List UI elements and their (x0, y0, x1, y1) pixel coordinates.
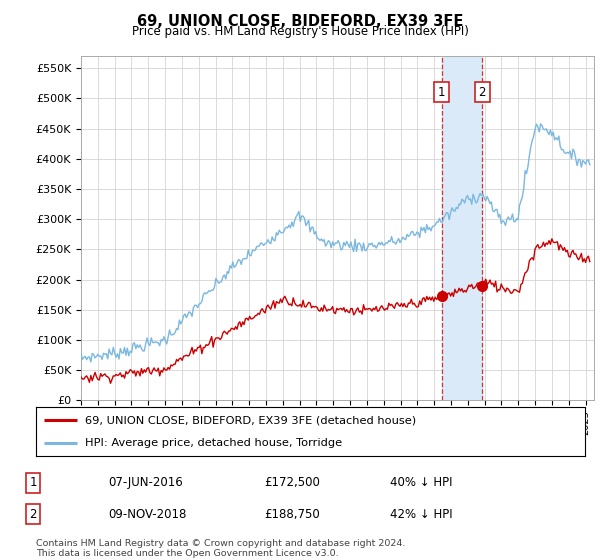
Text: 07-JUN-2016: 07-JUN-2016 (108, 476, 183, 489)
Text: HPI: Average price, detached house, Torridge: HPI: Average price, detached house, Torr… (85, 438, 343, 448)
Text: 09-NOV-2018: 09-NOV-2018 (108, 507, 187, 521)
Text: 1: 1 (29, 476, 37, 489)
Text: Contains HM Land Registry data © Crown copyright and database right 2024.
This d: Contains HM Land Registry data © Crown c… (36, 539, 406, 558)
Text: 2: 2 (29, 507, 37, 521)
Text: 2: 2 (479, 86, 486, 99)
Text: 69, UNION CLOSE, BIDEFORD, EX39 3FE (detached house): 69, UNION CLOSE, BIDEFORD, EX39 3FE (det… (85, 416, 416, 426)
Text: 1: 1 (438, 86, 445, 99)
Bar (442, 56, 482, 400)
Text: 69, UNION CLOSE, BIDEFORD, EX39 3FE: 69, UNION CLOSE, BIDEFORD, EX39 3FE (137, 14, 463, 29)
Text: £188,750: £188,750 (264, 507, 320, 521)
Text: 42% ↓ HPI: 42% ↓ HPI (390, 507, 452, 521)
Text: 40% ↓ HPI: 40% ↓ HPI (390, 476, 452, 489)
Text: £172,500: £172,500 (264, 476, 320, 489)
Text: Price paid vs. HM Land Registry's House Price Index (HPI): Price paid vs. HM Land Registry's House … (131, 25, 469, 38)
